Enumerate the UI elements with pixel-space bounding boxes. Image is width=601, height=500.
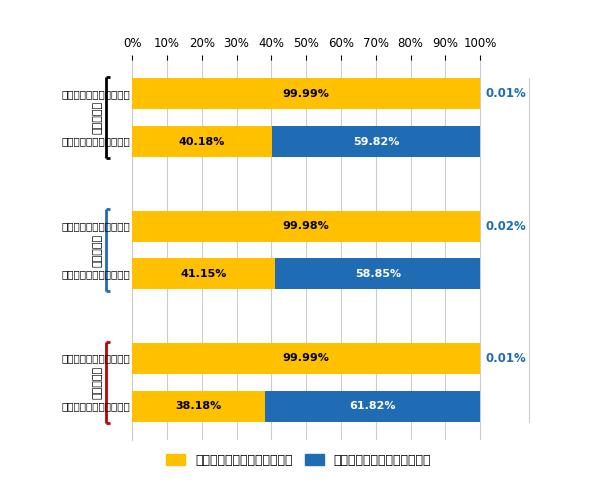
Bar — [275, 258, 480, 290]
Text: 61.82%: 61.82% — [349, 401, 396, 411]
Text: 99.99%: 99.99% — [282, 89, 329, 99]
Text: 0.01%: 0.01% — [486, 352, 526, 365]
Text: 有機溶剤の生涯経験あり: 有機溶剤の生涯経験あり — [62, 136, 130, 146]
Text: 有機溶剤の生涯経験あり: 有機溶剤の生涯経験あり — [62, 269, 130, 279]
Text: 41.15%: 41.15% — [181, 269, 227, 279]
Bar — [132, 210, 480, 242]
Text: 中学生全体: 中学生全体 — [93, 101, 102, 134]
Legend: 危険ドラッグの生涯経験なし, 危険ドラッグの生涯経験あり: 危険ドラッグの生涯経験なし, 危険ドラッグの生涯経験あり — [161, 449, 436, 472]
Text: 0.01%: 0.01% — [486, 88, 526, 101]
Text: 38.18%: 38.18% — [175, 401, 222, 411]
Text: 99.99%: 99.99% — [282, 354, 329, 364]
Bar — [265, 390, 480, 422]
Text: 有機溶剤の生涯経験なし: 有機溶剤の生涯経験なし — [62, 221, 130, 231]
Text: 有機溶剤の生涯経験なし: 有機溶剤の生涯経験なし — [62, 89, 130, 99]
Bar — [132, 258, 275, 290]
Bar — [132, 343, 480, 374]
Bar — [132, 390, 265, 422]
Text: 女子中学生: 女子中学生 — [93, 366, 102, 399]
Text: 58.85%: 58.85% — [355, 269, 401, 279]
Text: 男子中学生: 男子中学生 — [93, 234, 102, 266]
Text: 59.82%: 59.82% — [353, 136, 399, 146]
Text: 40.18%: 40.18% — [179, 136, 225, 146]
Text: 有機溶剤の生涯経験あり: 有機溶剤の生涯経験あり — [62, 401, 130, 411]
Bar — [132, 78, 480, 110]
Text: 有機溶剤の生涯経験なし: 有機溶剤の生涯経験なし — [62, 354, 130, 364]
Text: 0.02%: 0.02% — [486, 220, 526, 232]
Bar — [272, 126, 480, 157]
Text: 99.98%: 99.98% — [283, 221, 329, 231]
Bar — [132, 126, 272, 157]
